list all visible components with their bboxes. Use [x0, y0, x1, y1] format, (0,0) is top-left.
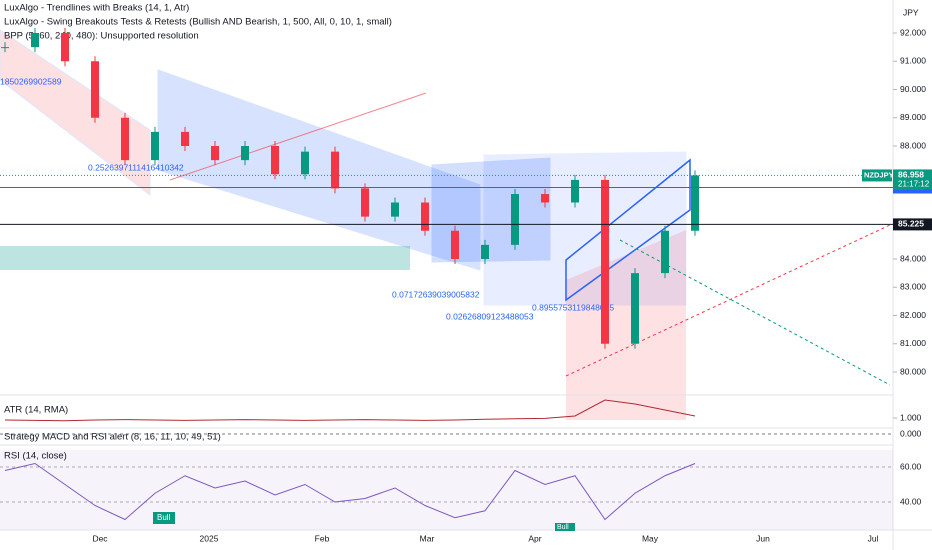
annotation: 0.2526397111416410342 [88, 162, 184, 172]
candle [481, 244, 489, 259]
rsi-line [4, 462, 696, 521]
y-tick-label: 40.00 [900, 496, 922, 506]
zone [0, 246, 410, 270]
price-label: 85.225 [898, 219, 924, 229]
symbol: NZDJPY [864, 170, 894, 179]
y-tick-label: 84.000 [900, 253, 926, 263]
candle [241, 146, 249, 161]
annotation: 0.02626809123488053 [446, 311, 534, 321]
price-tag [893, 218, 932, 231]
candle [271, 146, 279, 175]
y-tick-label: 92.000 [900, 27, 926, 37]
x-tick-label: Dec [92, 533, 108, 543]
y-tick-label: 88.000 [900, 140, 926, 150]
candle [511, 194, 519, 245]
box [431, 157, 551, 263]
x-tick-label: Jul [868, 533, 879, 543]
pane-title: RSI (14, close) [4, 451, 67, 462]
price-label: 86.958 [898, 170, 924, 180]
candle [661, 230, 669, 274]
x-tick-label: Feb [315, 533, 330, 543]
rsi-band [0, 450, 893, 530]
candle [121, 117, 129, 161]
candle [631, 273, 639, 344]
trendline [169, 92, 427, 181]
y-tick-label: 1.000 [900, 412, 922, 422]
signal: Bull [157, 513, 171, 522]
channel [0, 29, 151, 197]
y-tick-label: 60.00 [900, 461, 922, 471]
annotation: 0.8955753119848025 [532, 302, 614, 312]
candle [571, 179, 579, 203]
x-tick-label: Jun [756, 533, 770, 543]
candle [601, 179, 609, 344]
y-tick-label: 80.000 [900, 366, 926, 376]
candle [391, 202, 399, 217]
x-tick-label: May [642, 533, 659, 543]
x-tick-label: Mar [420, 533, 435, 543]
signal: Bull [557, 524, 569, 531]
y-tick-label: 81.000 [900, 338, 926, 348]
price-tag [893, 169, 932, 190]
indicator-legend: BPP (5, 60, 240, 480): Unsupported resol… [4, 31, 199, 42]
candle [361, 188, 369, 217]
x-tick-label: Apr [528, 533, 541, 543]
candle [691, 175, 699, 231]
annotation: 1850269902589 [0, 76, 62, 86]
candle [181, 131, 189, 146]
countdown: 21:17:12 [898, 180, 930, 189]
candle [421, 202, 429, 231]
pane-title: ATR (14, RMA) [4, 405, 68, 416]
y-tick-label: 82.000 [900, 310, 926, 320]
candle [1, 47, 9, 49]
y-tick-label: 0.000 [900, 428, 922, 438]
y-tick-label: 83.000 [900, 282, 926, 292]
candle [301, 151, 309, 175]
signal-badge [153, 512, 175, 524]
candle [451, 230, 459, 259]
currency: JPY [903, 7, 919, 17]
candle [61, 33, 69, 62]
y-tick-label: 89.000 [900, 112, 926, 122]
x-tick-label: 2025 [200, 533, 219, 543]
candle [541, 194, 549, 203]
channel [565, 158, 691, 302]
indicator-legend: LuxAlgo - Swing Breakouts Tests & Retest… [4, 17, 392, 28]
candle [151, 131, 159, 161]
candle [91, 61, 99, 118]
indicator-legend: LuxAlgo - Trendlines with Breaks (14, 1,… [4, 3, 189, 14]
signal-badge [555, 523, 575, 531]
candle [211, 146, 219, 161]
atr-line [4, 399, 696, 422]
pane-title: Strategy MACD and RSI alert (8, 16, 11, … [4, 432, 221, 443]
candle [31, 33, 39, 48]
annotation: 0.07172639039005832 [392, 289, 480, 299]
y-tick-label: 90.000 [900, 84, 926, 94]
candle [331, 151, 339, 189]
symbol-tag [862, 169, 892, 182]
y-tick-label: 91.000 [900, 56, 926, 66]
